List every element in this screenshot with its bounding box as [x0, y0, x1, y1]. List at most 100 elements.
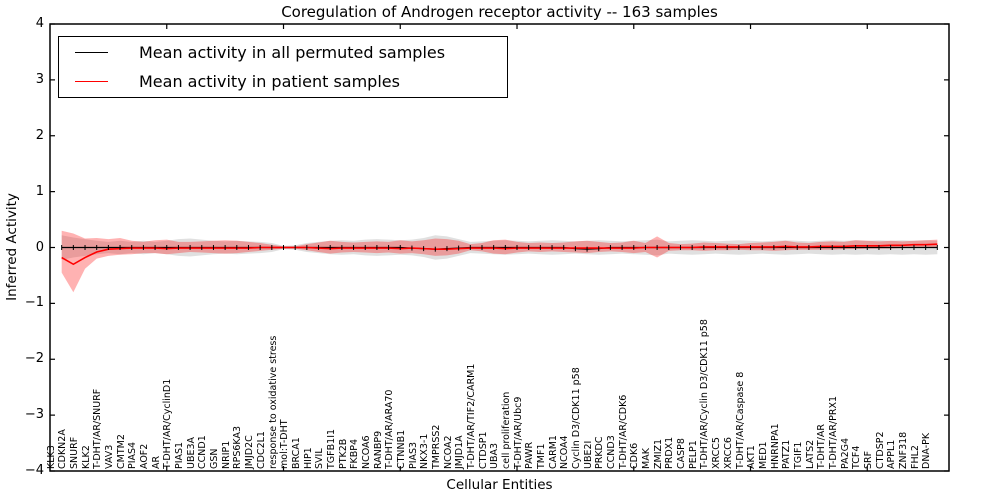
x-tick-label: KLK2 [80, 445, 92, 469]
legend-item-patient: Mean activity in patient samples [59, 68, 507, 96]
legend-item-permuted: Mean activity in all permuted samples [59, 38, 507, 66]
x-tick-label: PAWR [524, 441, 536, 469]
x-tick-label: PIAS1 [174, 441, 186, 469]
x-tick-label: T-DHT/AR/SNURF [92, 388, 104, 469]
x-tick-label: Cyclin D3/CDK11 p58 [571, 367, 583, 469]
x-tick-label: AR [150, 455, 162, 469]
x-tick-label: TGIF1 [792, 441, 804, 469]
x-tick-label: CCND1 [197, 435, 209, 469]
x-tick-label: T-DHT/AR/Ubc9 [512, 396, 524, 469]
x-tick-label: response to oxidative stress [267, 335, 279, 469]
x-tick-label: ZNF318 [897, 431, 909, 469]
y-tick-label: 2 [35, 127, 44, 143]
x-tick-label: GSN [209, 448, 221, 470]
x-tick-label: T-DHT/AR/CDK6 [617, 394, 629, 469]
plot-frame [49, 23, 950, 472]
x-tick-label: NKX3-1 [419, 433, 431, 469]
x-tick-label: T-DHT/AR/ARA70 [384, 389, 396, 469]
x-tick-label: TCF4 [851, 445, 863, 469]
x-tick-label: CARM1 [547, 435, 559, 469]
x-tick-label: TMF1 [536, 443, 548, 469]
patient-band [61, 230, 938, 293]
x-tick-label: TMPRSS2 [430, 424, 442, 469]
patient-line-swatch [75, 81, 108, 83]
x-tick-label: RANBP9 [372, 430, 384, 469]
y-tick-label: 0 [35, 239, 44, 255]
x-tick-label: VAV3 [104, 444, 116, 469]
x-tick-label: BRCA1 [290, 437, 302, 469]
x-tick-label: CTNNB1 [395, 429, 407, 469]
x-tick-label: PIAS4 [127, 441, 139, 469]
x-tick-label: NCOA2 [442, 435, 454, 469]
x-tick-label: UBE2I [582, 440, 594, 469]
x-tick-label: JMJD2C [244, 435, 256, 469]
x-tick-label: APPL1 [886, 439, 898, 469]
x-tick-label: CTDSP2 [874, 431, 886, 469]
x-tick-label: T-DHT/AR [816, 424, 828, 469]
x-tick-label: TGFB1I1 [325, 428, 337, 469]
y-tick-label: −4 [24, 463, 44, 478]
x-tick-label: T-DHT/AR/Cyclin D3/CDK11 p58 [699, 319, 711, 469]
x-tick-label: PELP1 [687, 440, 699, 469]
x-tick-label: PATZ1 [781, 439, 793, 469]
x-tick-label: CDKN2A [57, 429, 69, 469]
y-tick-label: 3 [35, 71, 44, 87]
x-tick-label: MED1 [757, 441, 769, 469]
legend-label-patient: Mean activity in patient samples [139, 72, 400, 92]
legend-label-permuted: Mean activity in all permuted samples [139, 42, 446, 62]
x-tick-label: CDC2L1 [255, 431, 267, 469]
x-tick-label: DNA-PK [921, 432, 933, 469]
y-tick-label: 4 [35, 16, 44, 31]
x-tick-label: LATS2 [804, 439, 816, 469]
x-tick-label: CMTM2 [115, 434, 127, 469]
x-tick-label: UBA3 [489, 442, 501, 469]
legend: Mean activity in all permuted samples Me… [58, 36, 508, 98]
x-tick-label: HNRNPA1 [769, 423, 781, 469]
x-tick-label: NRIP1 [220, 440, 232, 469]
x-tick-label: T-DHT/AR/TIF2/CARM1 [465, 363, 477, 469]
y-axis-label: Inferred Activity [4, 193, 20, 301]
x-tick-label: NCOA4 [559, 435, 571, 469]
x-tick-label: SRF [862, 450, 874, 469]
x-tick-label: CDK6 [629, 442, 641, 469]
x-tick-label: AOF2 [139, 443, 151, 469]
x-tick-label: SNURF [69, 436, 81, 469]
x-tick-label: JMJD1A [454, 435, 466, 469]
x-tick-label: MAK [641, 448, 653, 469]
x-tick-label: T-DHT/AR/PRX1 [827, 395, 839, 469]
y-tick-label: 1 [35, 183, 44, 199]
x-tick-label: T-DHT/AR/CyclinD1 [162, 378, 174, 469]
x-tick-label: T-DHT/AR/Caspase 8 [734, 371, 746, 469]
x-tick-label: HIP1 [302, 447, 314, 469]
x-tick-label: FHL2 [909, 445, 921, 469]
x-tick-label: XRCC5 [711, 437, 723, 469]
x-tick-label: PRDX1 [664, 436, 676, 469]
x-tick-label: CASP8 [676, 438, 688, 469]
x-tick-label: KLK3 [45, 445, 57, 469]
y-tick-label: −3 [24, 407, 44, 423]
x-tick-label: PA2G4 [839, 437, 851, 469]
x-tick-label: PRKDC [594, 436, 606, 469]
x-tick-label: RPS6KA3 [232, 425, 244, 469]
x-tick-label: CTDSP1 [477, 431, 489, 469]
x-tick-label: ZMIZ1 [652, 438, 664, 469]
y-tick-label: −2 [24, 351, 44, 367]
x-tick-label: FKBP4 [349, 439, 361, 469]
x-tick-label: SVIL [314, 448, 326, 469]
x-tick-label: CCND3 [606, 435, 618, 469]
y-tick-label: −1 [24, 295, 44, 311]
x-tick-label: cell proliferation [501, 391, 512, 469]
x-axis-label: Cellular Entities [446, 477, 553, 493]
chart-title: Coregulation of Androgen receptor activi… [281, 3, 718, 21]
x-tick-label: PIAS3 [407, 441, 419, 469]
permuted-line-swatch [75, 51, 108, 53]
x-tick-label: mol:T-DHT [279, 419, 291, 469]
x-tick-label: XRCC6 [722, 437, 734, 469]
patient-mean-line [61, 243, 938, 266]
x-tick-label: AKT1 [746, 445, 758, 469]
x-tick-label: NCOA6 [360, 435, 372, 469]
x-tick-label: UBE3A [185, 436, 197, 469]
x-tick-label: PTK2B [337, 438, 349, 469]
